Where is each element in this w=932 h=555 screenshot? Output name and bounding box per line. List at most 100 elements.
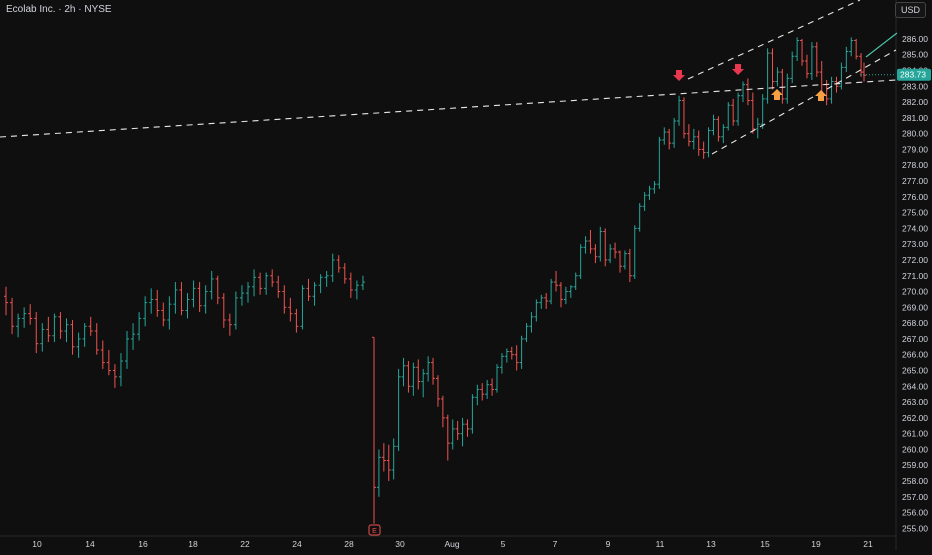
ohlc-bar [106,349,111,376]
ohlc-bar [306,278,311,302]
ohlc-bar [440,395,445,428]
ohlc-bar [721,124,726,144]
x-tick-label: 7 [553,539,558,549]
ohlc-bar [348,272,353,298]
ohlc-bar [465,419,470,437]
ohlc-bar [100,340,105,369]
y-tick-label: 274.00 [902,223,928,233]
ohlc-bar [509,346,514,360]
ohlc-bar [336,255,341,273]
ohlc-bar [499,353,504,374]
ohlc-bar [824,79,829,106]
ohlc-bar [203,285,208,314]
ohlc-bar [691,128,696,150]
y-tick-label: 255.00 [902,523,928,533]
y-tick-label: 281.00 [902,113,928,123]
ohlc-bar [603,228,608,267]
ohlc-bar [657,136,662,189]
x-tick-label: 28 [344,539,354,549]
ohlc-bar [637,203,642,232]
x-tick-label: 21 [863,539,873,549]
y-tick-label: 266.00 [902,350,928,360]
ohlc-bar [618,250,622,273]
ohlc-bar [450,419,455,450]
y-tick-label: 285.00 [902,50,928,60]
ohlc-bar [28,304,33,325]
ohlc-bar [504,348,509,363]
ohlc-bar [681,97,686,139]
ohlc-bar [662,127,667,145]
ohlc-bar [775,67,780,87]
sell-arrow-icon [673,70,685,81]
ohlc-bar [324,271,329,287]
ohlc-bar [849,37,854,57]
y-tick-label: 272.00 [902,255,928,265]
ohlc-bar [137,312,142,341]
symbol-title[interactable]: Ecolab Inc. · 2h · NYSE [6,4,112,15]
ohlc-bar [642,192,647,212]
ohlc-bar [173,282,178,314]
ohlc-bar [549,278,554,305]
ohlc-bar [726,102,731,131]
ohlc-bar [34,312,39,354]
ohlc-bar [770,48,775,90]
ohlc-bar [834,76,839,93]
ohlc-bar [421,368,426,398]
x-tick-label: 18 [188,539,198,549]
y-tick-label: 262.00 [902,413,928,423]
price-axis[interactable]: 255.00 256.00 257.00 258.00 259.00 260.00 261.… [897,34,931,533]
x-tick-label: 15 [760,539,770,549]
ohlc-bar [435,375,440,407]
ohlc-bar [411,362,416,396]
ohlc-bar [88,316,93,336]
ohlc-bar [677,95,682,126]
ohlc-bar [814,42,819,77]
ohlc-bar [143,296,148,327]
y-tick-label: 282.00 [902,97,928,107]
ohlc-bar [58,312,63,339]
ohlc-bar [583,236,588,254]
ohlc-bar [149,288,154,314]
ohlc-bar [573,272,578,290]
ohlc-bar [795,37,800,62]
y-tick-label: 275.00 [902,208,928,218]
y-tick-label: 268.00 [902,318,928,328]
ohlc-bar [632,225,637,279]
channel-lower-line [711,49,897,155]
ohlc-bar [300,285,305,330]
ohlc-bar [475,384,480,406]
y-tick-label: 267.00 [902,334,928,344]
x-tick-label: 22 [240,539,250,549]
x-tick-label: Aug [444,539,459,549]
ohlc-bar [246,282,250,303]
earnings-marker-label: E [372,528,377,535]
y-tick-label: 276.00 [902,192,928,202]
x-tick-label: 11 [656,539,665,549]
ohlc-bar [64,318,69,343]
ohlc-bar [197,282,202,313]
currency-badge[interactable]: USD [894,2,926,18]
ohlc-bar [613,242,618,259]
ohlc-bar [593,244,598,264]
ohlc-bar [354,280,359,300]
ohlc-bar [252,269,257,297]
ohlc-bar [258,272,263,295]
y-tick-label: 280.00 [902,129,928,139]
ohlc-bar [401,357,406,387]
ohlc-bar [76,332,81,358]
y-tick-label: 256.00 [902,508,928,518]
ohlc-bar [652,181,657,194]
ohlc-bar [755,117,760,139]
ohlc-bar [529,312,534,333]
ohlc-bar [70,319,75,355]
ohlc-bar [112,364,117,388]
time-axis[interactable]: 10 14 16 18 22 24 28 30 Aug 5 7 9 11 13 15 19 21 [32,539,873,549]
ohlc-bar [862,62,866,82]
ohlc-bar [608,244,613,264]
ohlc-bar [46,316,51,343]
ohlc-bar [376,449,381,497]
ohlc-bar [480,383,485,401]
ohlc-bar [696,130,701,156]
